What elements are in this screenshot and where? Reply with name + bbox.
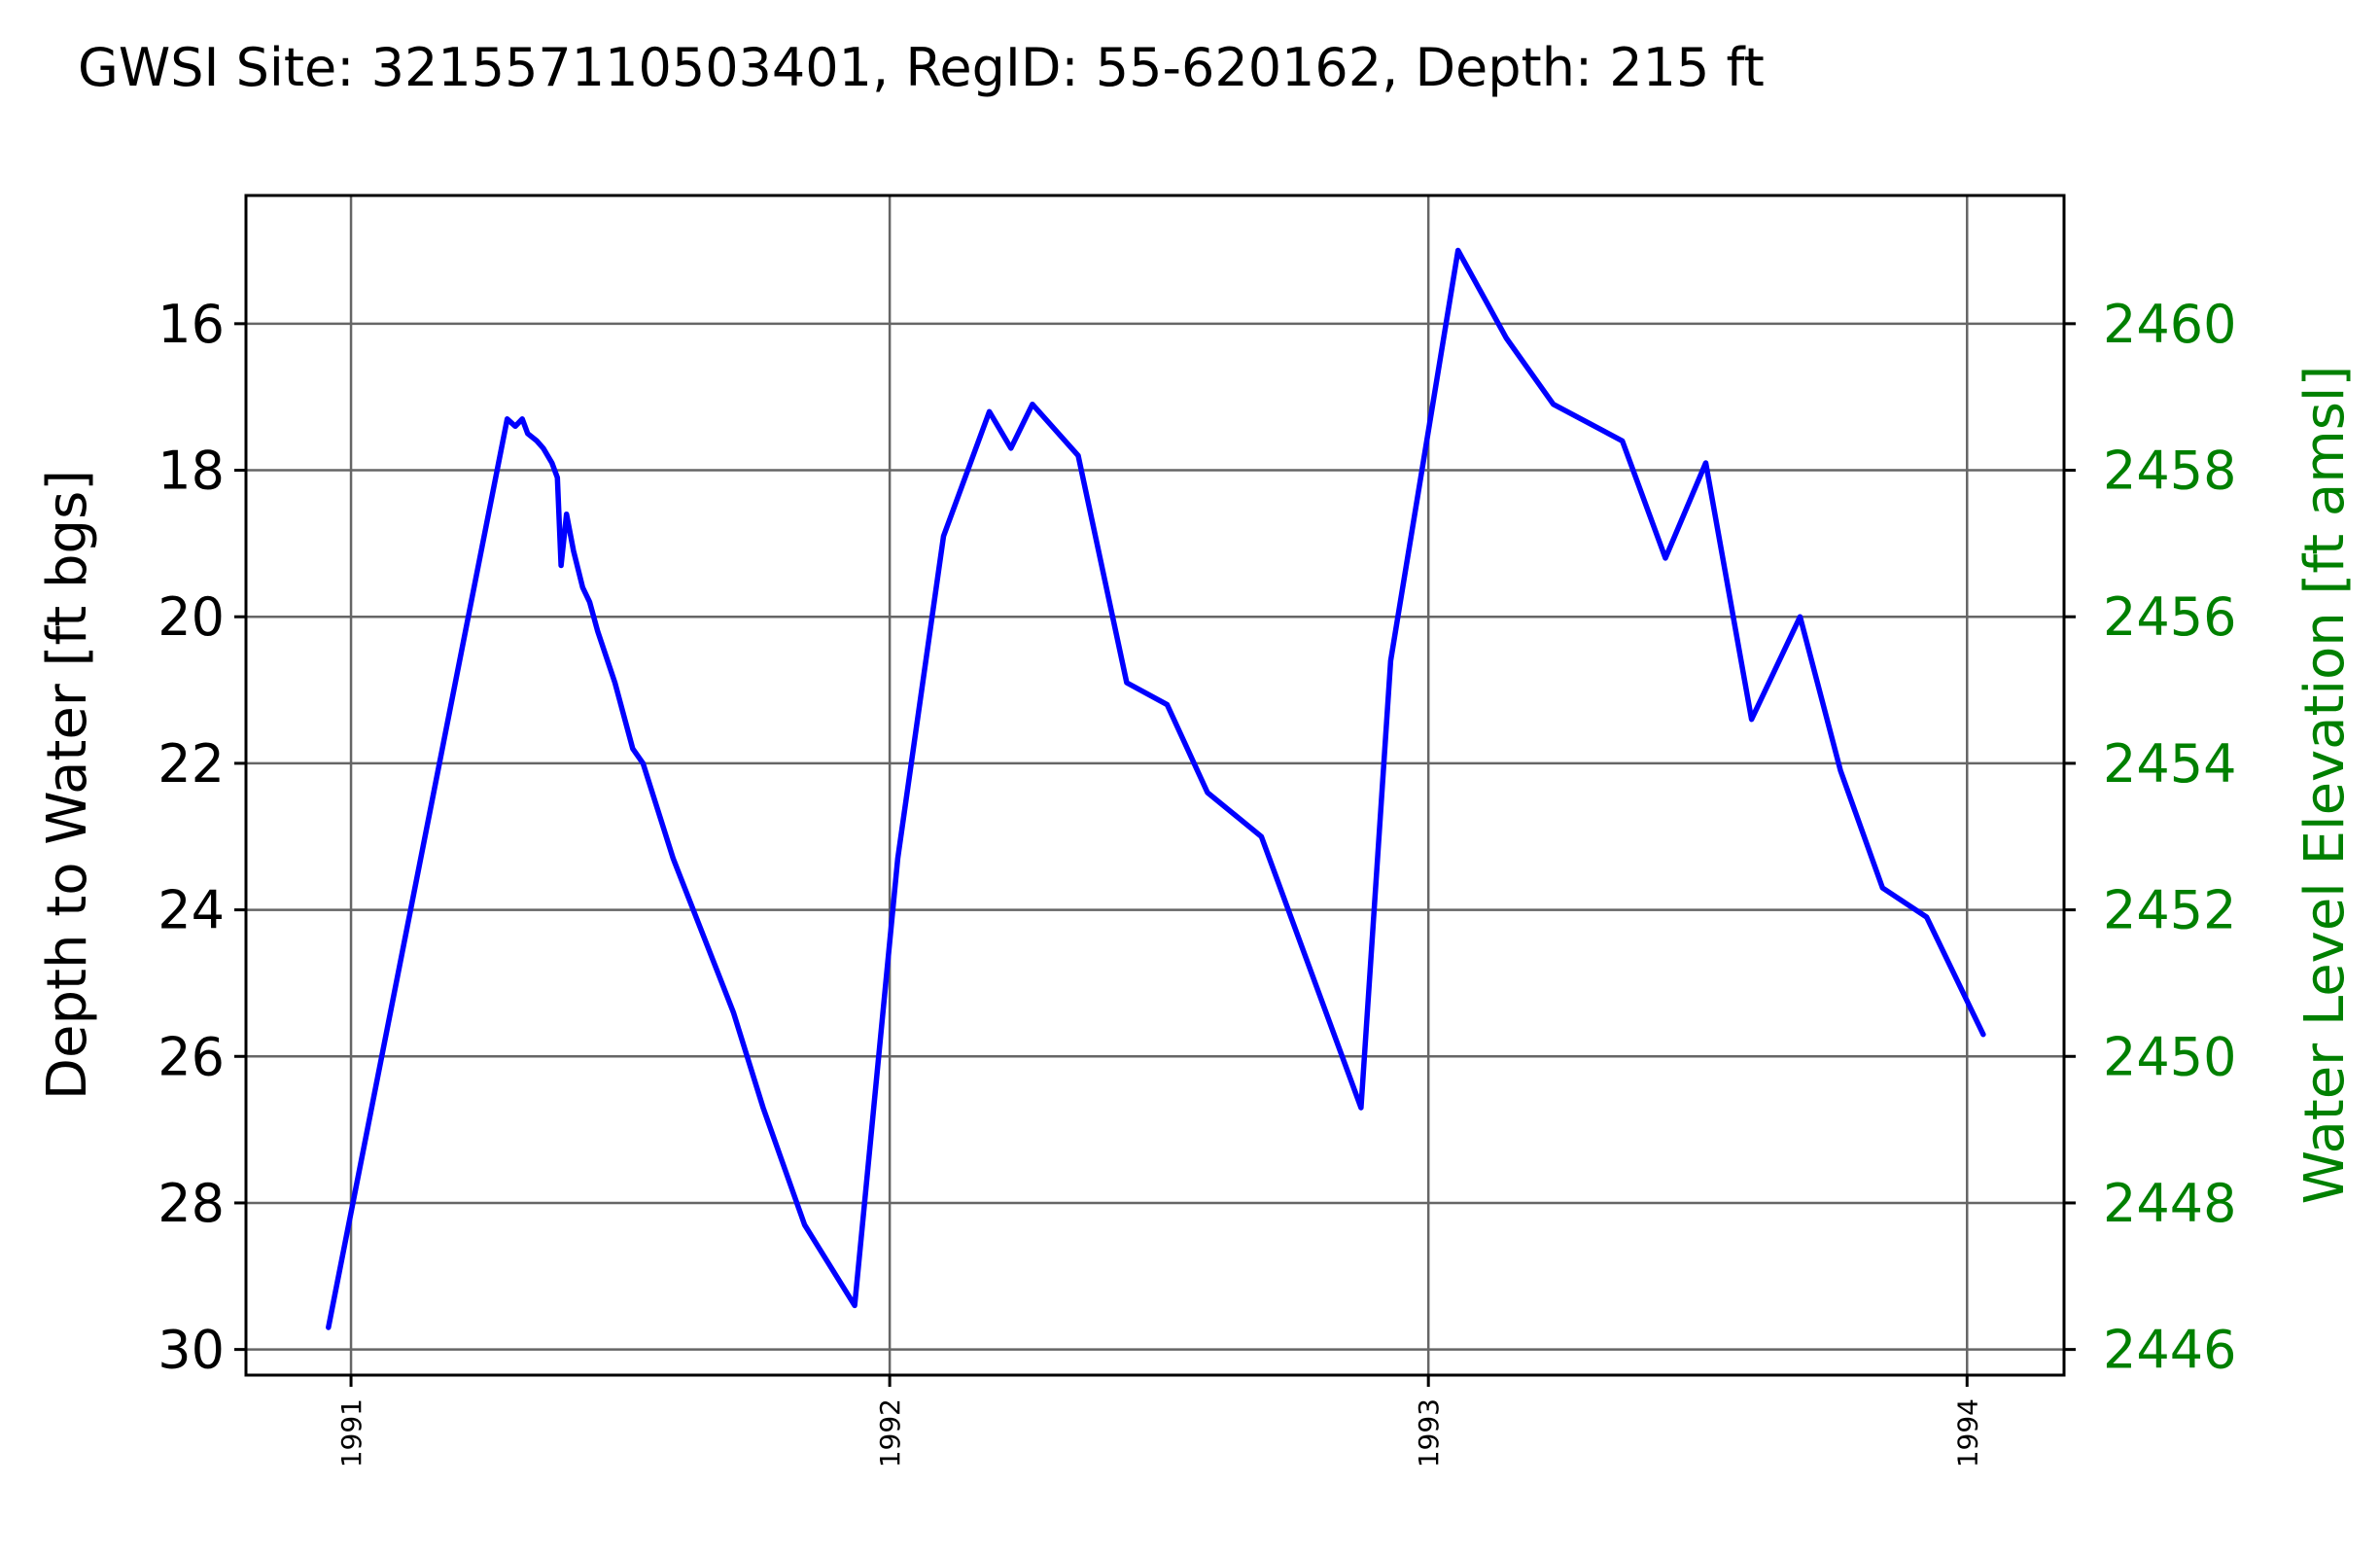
y-tick-label: 20 [158,586,225,648]
y-gridlines [246,322,2064,1351]
y2-tick-label: 2458 [2103,441,2236,502]
y2-tick-label: 2460 [2103,294,2236,355]
x-gridlines [349,195,1969,1375]
y2-tick-label: 2446 [2103,1320,2236,1381]
y-axis-right: 2460 2458 2456 2454 2452 2450 2448 2446 [2064,294,2236,1381]
plot-frame [244,194,2066,1377]
y-tick-label: 24 [158,880,225,941]
y-tick-label: 16 [158,294,225,355]
y-tick-label: 26 [158,1026,225,1087]
y2-axis-label: Water Level Elevation [ft amsl] [2293,366,2357,1205]
y2-tick-label: 2456 [2103,586,2236,648]
y2-tick-label: 2450 [2103,1026,2236,1087]
chart-title: GWSI Site: 321557110503401, RegID: 55-62… [78,37,1765,98]
x-tick-label: 1994 [1951,1398,1983,1468]
y-axis-left: 16 18 20 22 24 26 28 30 [158,294,246,1381]
y-axis-label: Depth to Water [ft bgs] [36,470,99,1100]
y2-tick-label: 2452 [2103,880,2236,941]
x-tick-label: 1992 [874,1398,906,1468]
y-tick-label: 18 [158,441,225,502]
y-tick-label: 30 [158,1320,225,1381]
x-axis: 1991 1992 1993 1994 [335,1375,1983,1468]
y-tick-label: 22 [158,733,225,795]
series-line [326,247,1986,1330]
y-tick-label: 28 [158,1173,225,1234]
y2-tick-label: 2454 [2103,733,2236,795]
x-tick-label: 1993 [1413,1398,1445,1468]
y2-tick-label: 2448 [2103,1173,2236,1234]
x-tick-label: 1991 [335,1398,368,1468]
